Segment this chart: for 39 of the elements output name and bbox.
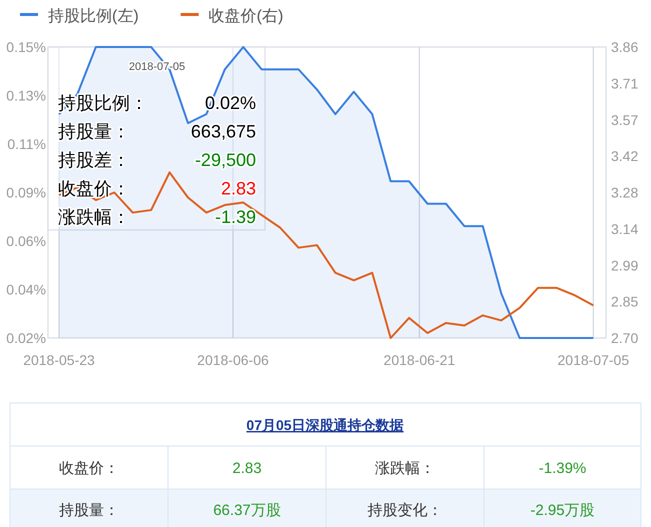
y-tick-label: 0.02% bbox=[6, 330, 46, 346]
annotation: 663,675 bbox=[190, 122, 256, 142]
y-tick-label: 0.13% bbox=[6, 88, 46, 104]
y2-tick-label: 3.86 bbox=[611, 39, 638, 55]
text: 收盘价： bbox=[59, 460, 119, 477]
text: 07月05日深股通持仓数据 bbox=[246, 417, 404, 433]
x-tick-label: 2018-06-06 bbox=[197, 352, 269, 368]
y-tick-label: 0.11% bbox=[7, 136, 46, 152]
line-series bbox=[58, 171, 594, 339]
y2-tick-label: 3.42 bbox=[611, 148, 638, 164]
y2-tick-label: 2.85 bbox=[611, 294, 638, 310]
text: -2.95万股 bbox=[530, 502, 595, 519]
y2-tick-label: 2.70 bbox=[611, 330, 638, 346]
text: -1.39% bbox=[538, 460, 586, 477]
y-tick-label: 0.04% bbox=[6, 281, 46, 298]
y2-tick-label: 3.71 bbox=[611, 75, 638, 92]
x-tick-label: 2018-07-05 bbox=[558, 352, 630, 368]
text: 2.83 bbox=[232, 460, 262, 477]
annotation: 2.83 bbox=[220, 178, 256, 198]
annotation: 持股差： bbox=[58, 150, 130, 170]
x-tick-label: 2018-06-21 bbox=[384, 352, 456, 368]
y2-tick-label: 2.99 bbox=[611, 257, 638, 274]
text: 66.37万股 bbox=[213, 502, 281, 519]
legend-label: 收盘价(右) bbox=[208, 8, 284, 25]
y-tick-label: 0.06% bbox=[6, 233, 46, 250]
text: 涨跌幅： bbox=[375, 460, 435, 477]
y2-tick-label: 3.28 bbox=[611, 184, 638, 200]
y-tick-label: 0.09% bbox=[6, 184, 46, 200]
legend-label: 持股比例(左) bbox=[48, 7, 139, 25]
x-tick-label: 2018-05-23 bbox=[23, 352, 96, 368]
text: 持股变化： bbox=[368, 502, 442, 519]
text: 持股量： bbox=[59, 502, 119, 519]
y2-tick-label: 3.14 bbox=[611, 220, 638, 237]
annotation: 涨跌幅： bbox=[58, 207, 130, 227]
annotation: -1.39 bbox=[214, 207, 256, 227]
annotation: -29,500 bbox=[194, 150, 256, 170]
y2-tick-label: 3.57 bbox=[611, 112, 638, 128]
annotation: 持股量： bbox=[58, 122, 130, 142]
y-tick-label: 0.15% bbox=[6, 39, 46, 55]
